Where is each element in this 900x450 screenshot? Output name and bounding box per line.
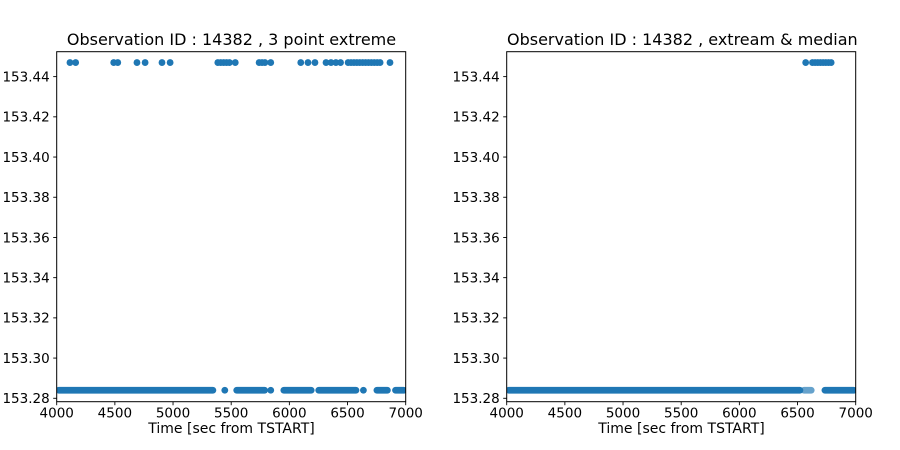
svg-text:5500: 5500 [214, 406, 248, 422]
svg-text:153.32: 153.32 [2, 311, 49, 327]
svg-text:153.34: 153.34 [452, 270, 499, 286]
svg-text:153.38: 153.38 [452, 190, 499, 206]
svg-text:153.40: 153.40 [2, 150, 49, 166]
svg-text:153.30: 153.30 [452, 351, 499, 367]
svg-text:153.34: 153.34 [2, 270, 49, 286]
svg-text:153.32: 153.32 [452, 311, 499, 327]
svg-text:153.36: 153.36 [452, 230, 499, 246]
svg-text:4500: 4500 [548, 406, 582, 422]
svg-text:4000: 4000 [40, 406, 74, 422]
svg-text:7000: 7000 [839, 406, 873, 422]
svg-text:153.28: 153.28 [2, 391, 49, 407]
left-plot-title: Observation ID : 14382 , 3 point extreme [66, 30, 397, 49]
svg-text:5000: 5000 [606, 406, 640, 422]
svg-text:153.28: 153.28 [452, 391, 499, 407]
svg-text:153.36: 153.36 [2, 230, 49, 246]
svg-text:153.44: 153.44 [2, 69, 49, 85]
svg-text:7000: 7000 [389, 406, 423, 422]
svg-text:153.42: 153.42 [2, 110, 49, 126]
svg-text:6000: 6000 [272, 406, 306, 422]
svg-text:6000: 6000 [722, 406, 756, 422]
svg-text:153.40: 153.40 [452, 150, 499, 166]
svg-text:6500: 6500 [780, 406, 814, 422]
right-plot-title: Observation ID : 14382 , extream & media… [507, 30, 858, 49]
svg-text:6500: 6500 [330, 406, 364, 422]
svg-text:4000: 4000 [490, 406, 524, 422]
right-plot-xlabel: Time [sec from TSTART] [598, 421, 765, 437]
svg-text:153.42: 153.42 [452, 110, 499, 126]
svg-text:5500: 5500 [664, 406, 698, 422]
svg-text:4500: 4500 [98, 406, 132, 422]
svg-text:5000: 5000 [156, 406, 190, 422]
svg-text:153.30: 153.30 [2, 351, 49, 367]
left-plot-xlabel: Time [sec from TSTART] [148, 421, 315, 437]
svg-text:153.38: 153.38 [2, 190, 49, 206]
svg-text:153.44: 153.44 [452, 69, 499, 85]
